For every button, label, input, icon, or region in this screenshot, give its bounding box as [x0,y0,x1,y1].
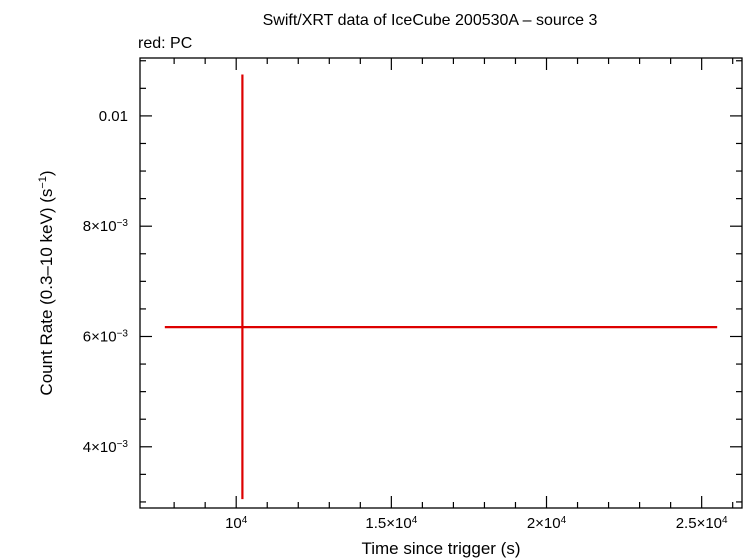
x-tick-label: 104 [225,515,248,533]
x-tick-label: 2×104 [527,515,567,533]
y-axis-title: Count Rate (0.3–10 keV) (s−1) [37,170,56,395]
x-axis-title: Time since trigger (s) [361,539,520,558]
data-points [164,74,718,500]
y-tick-label: 8×10−3 [83,218,129,236]
chart-title: Swift/XRT data of IceCube 200530A – sour… [263,12,598,29]
axis-ticks [140,58,742,508]
plot-frame [139,57,743,509]
y-tick-label: 6×10−3 [83,328,129,346]
x-tick-label: 1.5×104 [365,515,417,533]
data-point [164,74,718,500]
x-tick-label: 2.5×104 [676,515,728,533]
chart-subtitle: red: PC [138,35,192,52]
y-tick-label: 0.01 [99,108,128,125]
y-tick-labels: 4×10−3 6×10−3 8×10−3 0.01 [83,108,129,456]
y-tick-label: 4×10−3 [83,438,129,456]
x-tick-labels: 104 1.5×104 2×104 2.5×104 [225,515,728,533]
